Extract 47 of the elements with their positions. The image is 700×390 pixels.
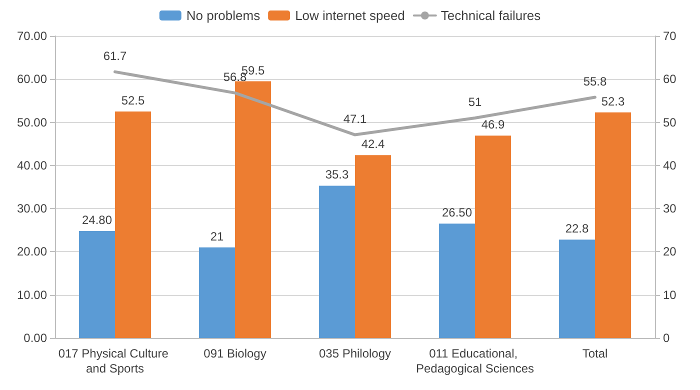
data-label: 55.8 [583,74,607,88]
y2-tick-label: 10 [663,288,677,302]
legend-label: Technical failures [440,8,542,23]
data-label: 52.3 [601,94,625,108]
data-label: 47.1 [343,112,367,126]
y2-tick-label: 70 [663,29,677,43]
data-label: 61.7 [103,48,127,63]
bar [355,155,391,338]
data-label: 22.8 [565,222,589,236]
data-label: 24.80 [82,213,112,228]
data-label: 51 [468,94,482,109]
bar [559,240,595,338]
bar [235,81,271,338]
bar [79,231,115,338]
data-label: 21 [210,229,224,244]
y-tick-label: 50.00 [16,115,48,130]
data-label: 52.5 [121,94,145,108]
y-tick-label: 20.00 [16,244,48,259]
bar [319,186,355,338]
x-tick-label: 017 Physical Culture and Sports [58,346,172,376]
legend-label: Low internet speed [295,8,405,23]
data-label: 46.9 [481,118,505,132]
x-tick-label: 091 Biology [204,346,266,360]
data-label: 42.4 [361,137,385,152]
data-label: 35.3 [325,168,349,182]
y2-tick-label: 60 [663,72,677,86]
y2-tick-label: 0 [663,331,670,345]
bar [439,224,475,338]
y-tick-label: 60.00 [16,72,48,86]
x-tick-label: 035 Philology [318,346,392,360]
y-tick-label: 0.00 [24,331,48,345]
y2-tick-label: 30 [663,202,677,216]
y2-tick-label: 50 [663,115,677,130]
y-tick-label: 40.00 [16,158,48,172]
y2-tick-label: 40 [663,158,677,172]
legend-label: No problems [186,8,261,23]
x-tick-label: 011 Educational, Pedagogical Sciences [416,346,534,376]
bar [595,112,631,338]
bar [199,247,235,338]
y-tick-label: 30.00 [16,202,48,216]
y2-tick-label: 20 [663,244,677,259]
bar [115,112,151,338]
y-tick-label: 70.00 [16,29,48,43]
x-tick-label: Total [582,346,608,360]
y-tick-label: 10.00 [16,288,48,302]
data-label: 26.50 [442,206,472,220]
bar [475,136,511,338]
